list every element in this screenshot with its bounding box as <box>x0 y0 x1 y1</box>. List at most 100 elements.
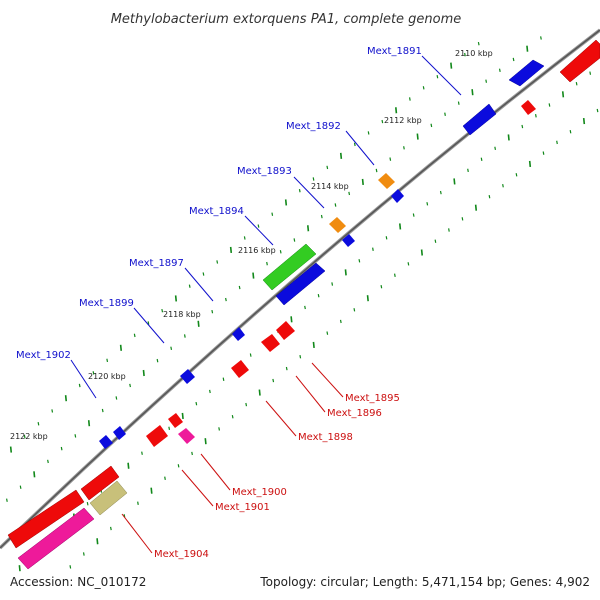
gene-label-mext-1899[interactable]: Mext_1899 <box>79 298 134 309</box>
tick-mark <box>170 346 173 350</box>
tick-mark <box>257 224 260 228</box>
gene-shape-magenta-long[interactable] <box>17 507 95 570</box>
gene-shape-mext-1897[interactable] <box>275 262 326 306</box>
tick-mark <box>498 68 501 73</box>
gene-shape-orange-a[interactable] <box>378 173 395 189</box>
tick-mark <box>298 188 301 193</box>
gene-shape-mext-1896[interactable] <box>261 334 280 352</box>
gene-shape-mext-1891-a[interactable] <box>508 59 545 87</box>
tick-mark <box>366 295 369 302</box>
tick-mark <box>461 217 464 221</box>
tick-mark <box>474 204 478 211</box>
tick-mark <box>502 183 504 188</box>
forward-leader-lines <box>70 55 462 399</box>
gene-shape-red-small-mid[interactable] <box>168 413 183 428</box>
gene-shape-blue-small-c[interactable] <box>99 435 113 449</box>
tick-mark <box>485 79 488 83</box>
tick-mark <box>142 369 145 377</box>
tick-mark <box>245 402 248 407</box>
tick-mark <box>420 249 424 256</box>
tick-mark <box>87 420 91 427</box>
gene-shape-red-small-top[interactable] <box>521 100 536 115</box>
tick-mark <box>372 247 374 251</box>
gene-shape-mext-1899[interactable] <box>232 327 245 341</box>
gene-shape-mext-1900[interactable] <box>146 425 168 447</box>
gene-shape-blue-small-a[interactable] <box>342 234 355 247</box>
tick-mark <box>64 395 68 402</box>
gene-shape-mext-1895[interactable] <box>276 321 295 340</box>
scale-label-2112: 2112 kbp <box>384 116 422 125</box>
gene-label-mext-1893[interactable]: Mext_1893 <box>237 166 292 177</box>
tick-mark <box>457 101 460 105</box>
tick-mark <box>444 112 446 116</box>
gene-shape-mext-1902[interactable] <box>113 426 126 440</box>
tick-mark <box>398 223 402 230</box>
map-title: Methylobacterium extorquens PA1, complet… <box>111 12 462 27</box>
tick-mark <box>51 409 54 413</box>
gene-label-mext-1901[interactable]: Mext_1901 <box>215 502 270 513</box>
gene-label-mext-1897[interactable]: Mext_1897 <box>129 258 184 269</box>
tick-mark <box>389 157 392 161</box>
tick-mark <box>467 168 469 173</box>
gene-shape-mext-1898[interactable] <box>231 360 249 378</box>
tick-mark <box>542 151 545 155</box>
tick-mark <box>361 178 364 186</box>
tick-mark <box>312 341 315 348</box>
tick-mark <box>137 501 139 505</box>
tick-mark <box>299 355 302 359</box>
gene-label-mext-1892[interactable]: Mext_1892 <box>286 121 341 132</box>
gene-shape-blue-small-b[interactable] <box>180 369 195 384</box>
tick-mark <box>181 412 184 420</box>
tick-mark <box>426 202 429 206</box>
tick-mark <box>96 538 99 545</box>
scale-label-2114: 2114 kbp <box>311 182 349 191</box>
tick-mark <box>177 464 180 468</box>
gene-shape-red-long-b[interactable] <box>7 489 85 549</box>
gene-label-mext-1896[interactable]: Mext_1896 <box>327 408 382 419</box>
tick-mark <box>293 238 296 242</box>
tick-mark <box>339 152 343 159</box>
tick-mark <box>556 140 558 145</box>
genome-summary-text: Topology: circular; Length: 5,471,154 bp… <box>259 575 590 589</box>
gene-label-mext-1894[interactable]: Mext_1894 <box>189 206 244 217</box>
gene-label-mext-1891[interactable]: Mext_1891 <box>367 46 422 57</box>
tick-mark <box>119 344 123 351</box>
tick-mark <box>439 190 442 195</box>
gene-shape-mext-1901[interactable] <box>178 428 195 444</box>
tick-mark <box>156 358 159 363</box>
gene-label-mext-1904[interactable]: Mext_1904 <box>154 549 209 560</box>
gene-label-mext-1895[interactable]: Mext_1895 <box>345 393 400 404</box>
tick-mark <box>477 41 480 46</box>
gene-shape-mext-1894[interactable] <box>262 243 317 291</box>
tick-mark <box>69 565 72 569</box>
tick-mark <box>488 194 491 199</box>
tick-mark <box>168 426 171 431</box>
tick-mark <box>512 57 515 62</box>
tick-mark <box>582 118 586 125</box>
tick-mark <box>74 434 77 438</box>
tick-mark <box>60 446 63 451</box>
gene-label-mext-1898[interactable]: Mext_1898 <box>298 432 353 443</box>
scale-label-2118: 2118 kbp <box>163 310 201 319</box>
tick-mark <box>238 285 241 290</box>
gene-label-mext-1900[interactable]: Mext_1900 <box>232 487 287 498</box>
gene-label-mext-1902[interactable]: Mext_1902 <box>16 350 71 361</box>
tick-mark <box>141 451 143 455</box>
tick-mark <box>222 377 225 381</box>
tick-mark <box>174 295 178 302</box>
tick-mark <box>403 146 405 150</box>
gene-shape-red-top-right[interactable] <box>559 39 600 83</box>
gene-shape-orange-b[interactable] <box>329 217 346 233</box>
gene-shape-mext-1893[interactable] <box>391 189 404 203</box>
gene-shape-red-long-a[interactable] <box>80 465 120 501</box>
gene-shape-mext-1892[interactable] <box>462 103 497 136</box>
scale-label-2122: 2122 kbp <box>10 432 48 441</box>
tick-mark <box>218 427 221 431</box>
tick-mark <box>326 165 329 170</box>
tick-mark <box>521 124 524 129</box>
gene-shape-mext-1904[interactable] <box>89 480 128 516</box>
tick-mark <box>272 378 275 383</box>
tick-mark <box>393 273 396 277</box>
tick-mark <box>47 459 49 464</box>
